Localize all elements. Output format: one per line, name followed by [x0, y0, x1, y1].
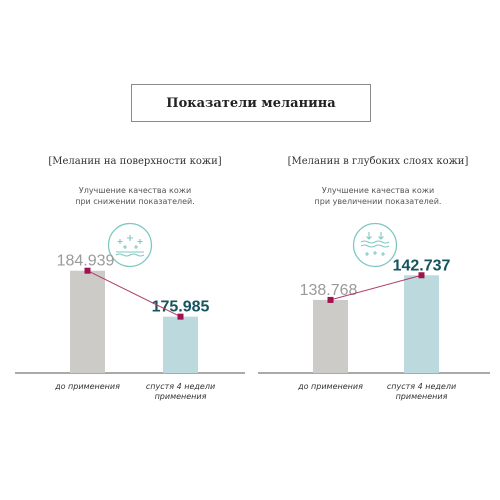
sparkle-surface-icon: [107, 222, 153, 268]
panel-note-surface: Улучшение качества кожи при снижении пок…: [15, 185, 255, 207]
panel-note-line: Улучшение качества кожи: [321, 186, 435, 195]
panel-note-line: при увеличении показателей.: [314, 197, 442, 206]
category-label: применения: [155, 392, 207, 401]
data-label: 175.985: [152, 299, 210, 316]
category-label: применения: [396, 392, 448, 401]
bar: [163, 316, 198, 373]
panel-note-line: Улучшение качества кожи: [78, 186, 192, 195]
data-point-marker: [327, 296, 334, 303]
data-point-marker: [418, 272, 425, 279]
deep-layers-arrows-icon: [352, 222, 398, 268]
data-point-marker: [177, 313, 184, 320]
panel-heading-deep: [Меланин в глубоких слоях кожи]: [287, 156, 469, 167]
bar: [404, 275, 439, 373]
category-label: спустя 4 недели: [387, 382, 456, 391]
data-label: 138.768: [300, 282, 358, 299]
data-label: 184.939: [57, 253, 115, 270]
category-label: до применения: [54, 382, 120, 391]
connector-line: [330, 274, 422, 301]
connector-line: [87, 270, 181, 318]
category-label: до применения: [297, 382, 363, 391]
panel-note-line: при снижении показателей.: [75, 197, 195, 206]
category-label: спустя 4 недели: [146, 382, 215, 391]
bar: [70, 270, 105, 373]
data-label: 142.737: [393, 257, 451, 274]
bar: [313, 299, 348, 373]
panel-heading-surface: [Меланин на поверхности кожи]: [48, 156, 222, 167]
panel-note-deep: Улучшение качества кожи при увеличении п…: [258, 185, 498, 207]
page-title: Показатели меланина: [131, 84, 371, 122]
data-point-marker: [84, 267, 91, 274]
